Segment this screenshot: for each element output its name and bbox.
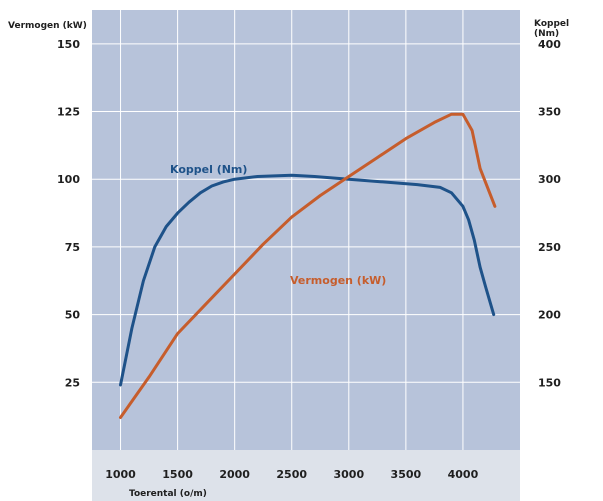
y-right-axis-title: Koppel (Nm): [534, 19, 569, 39]
y-left-tick-label: 50: [65, 309, 81, 322]
tick-labels: 1000 1500 2000 2500 3000 3500 4000 25 50 75 100 125…: [57, 38, 561, 481]
y-left-tick-label: 100: [57, 173, 80, 186]
y-right-tick-label: 150: [538, 376, 561, 389]
y-right-tick-label: 200: [538, 309, 561, 322]
x-tick-label: 3500: [391, 468, 422, 481]
y-left-tick-label: 75: [65, 241, 80, 254]
y-left-axis-title: Vermogen (kW): [8, 21, 87, 31]
grid-lines: [92, 10, 520, 450]
y-right-tick-label: 350: [538, 106, 561, 119]
series-label-koppel: Koppel (Nm): [170, 163, 247, 176]
x-tick-label: 3000: [333, 468, 364, 481]
x-tick-label: 1500: [162, 468, 193, 481]
x-tick-label: 2500: [276, 468, 307, 481]
x-tick-label: 1000: [105, 468, 136, 481]
series-line-vermogen: [119, 112, 497, 419]
y-left-tick-label: 150: [57, 38, 80, 51]
series-line-koppel: [119, 173, 496, 387]
series-label-vermogen: Vermogen (kW): [290, 274, 386, 287]
y-right-tick-label: 400: [538, 38, 561, 51]
x-tick-label: 4000: [448, 468, 479, 481]
x-tick-label: 2000: [219, 468, 250, 481]
y-left-tick-label: 25: [65, 376, 80, 389]
plot-area: [92, 10, 520, 450]
y-right-tick-label: 300: [538, 173, 561, 186]
series-layer: [119, 112, 497, 419]
x-axis-title: Toerental (o/m): [129, 489, 207, 499]
y-left-tick-label: 125: [57, 106, 80, 119]
y-right-tick-label: 250: [538, 241, 561, 254]
